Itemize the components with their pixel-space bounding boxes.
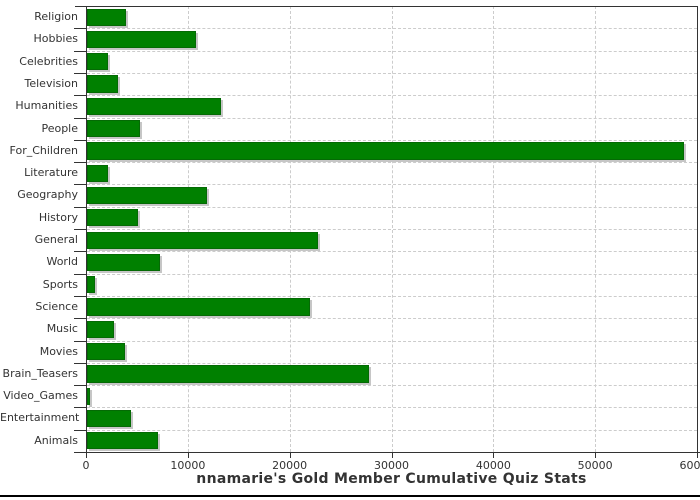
plot-right-spine [697, 6, 698, 453]
category-label-religion: Religion [34, 10, 78, 23]
vertical-gridline [595, 6, 597, 452]
bar-humanities [87, 97, 222, 115]
category-label-science: Science [35, 299, 78, 313]
category-label-general: General [34, 233, 78, 246]
x-tick-label: 20000 [272, 459, 308, 472]
bar-for_children [87, 142, 684, 160]
y-axis-tick [74, 206, 86, 208]
bar-people [87, 120, 140, 138]
y-axis-tick [74, 229, 86, 230]
y-axis-tick [74, 72, 86, 74]
bar-science [87, 298, 310, 316]
bar-video_games [87, 387, 90, 405]
category-label-movies: Movies [39, 344, 78, 358]
category-label-music: Music [46, 322, 78, 336]
bar-hobbies [87, 30, 196, 49]
category-label-hobbies: Hobbies [33, 32, 78, 46]
category-label-brain_teasers: Brain_Teasers [2, 366, 78, 380]
y-axis-tick [74, 117, 86, 119]
bar-world [87, 253, 161, 272]
category-label-for_children: For_Children [9, 143, 78, 157]
chart-title: nnamarie's Gold Member Cumulative Quiz S… [196, 471, 587, 487]
bar-general [87, 231, 319, 249]
bar-celebrities [87, 53, 109, 71]
bar-movies [87, 343, 125, 361]
bar-geography [87, 186, 208, 205]
bar-brain_teasers [87, 365, 370, 383]
bar-literature [87, 164, 109, 182]
bar-religion [87, 8, 126, 26]
vertical-gridline [289, 6, 291, 452]
x-tick-label: 50000 [577, 459, 613, 472]
y-axis-tick [74, 50, 86, 52]
x-tick-label: 0 [82, 459, 90, 472]
y-axis-tick [74, 28, 86, 30]
category-label-humanities: Humanities [15, 99, 78, 113]
bar-animals [87, 432, 159, 450]
y-axis-tick [74, 273, 86, 275]
x-axis-tick [697, 452, 698, 458]
vertical-gridline [493, 6, 495, 452]
category-label-literature: Literature [24, 166, 78, 180]
y-axis-tick [74, 95, 86, 97]
bar-sports [87, 276, 96, 294]
category-label-video_games: Video_Games [3, 389, 78, 403]
bottom-border-rule [0, 495, 700, 497]
category-label-television: Television [24, 76, 79, 90]
bar-history [87, 209, 138, 227]
category-label-geography: Geography [17, 188, 78, 202]
y-axis-tick [74, 407, 86, 409]
bar-television [87, 75, 118, 93]
x-tick-label: 40000 [475, 459, 511, 472]
y-axis-tick [74, 251, 86, 253]
bar-music [87, 320, 115, 338]
x-axis-tick [391, 452, 393, 458]
y-axis-tick [74, 340, 86, 342]
x-tick-label: 10000 [170, 459, 206, 472]
x-axis-tick [595, 452, 597, 458]
x-axis-tick [493, 452, 495, 458]
y-axis-tick [74, 362, 86, 364]
x-tick-label: 30000 [374, 459, 409, 472]
x-axis-tick [86, 452, 87, 458]
category-label-world: World [46, 255, 78, 269]
y-axis-tick [74, 295, 86, 297]
y-axis-tick [74, 429, 86, 431]
vertical-gridline [187, 6, 189, 452]
category-label-sports: Sports [42, 277, 78, 291]
category-label-celebrities: Celebrities [19, 54, 78, 68]
x-axis-tick [289, 452, 291, 458]
y-axis-tick [74, 139, 86, 141]
vertical-gridline [391, 6, 393, 452]
category-label-entertainment: Entertainment [0, 411, 80, 425]
plot-left-spine [86, 6, 87, 453]
y-axis-tick [74, 184, 86, 186]
x-axis-line [74, 452, 700, 453]
category-label-people: People [41, 121, 78, 135]
x-tick-label: 60000 [679, 459, 700, 472]
y-axis-tick [74, 162, 86, 164]
y-axis-tick [74, 318, 86, 320]
bar-entertainment [87, 409, 131, 428]
x-axis-tick [187, 452, 189, 458]
y-axis-tick [74, 385, 86, 387]
category-label-animals: Animals [34, 433, 78, 447]
category-label-history: History [38, 210, 78, 224]
plot-top-spine [75, 6, 698, 7]
